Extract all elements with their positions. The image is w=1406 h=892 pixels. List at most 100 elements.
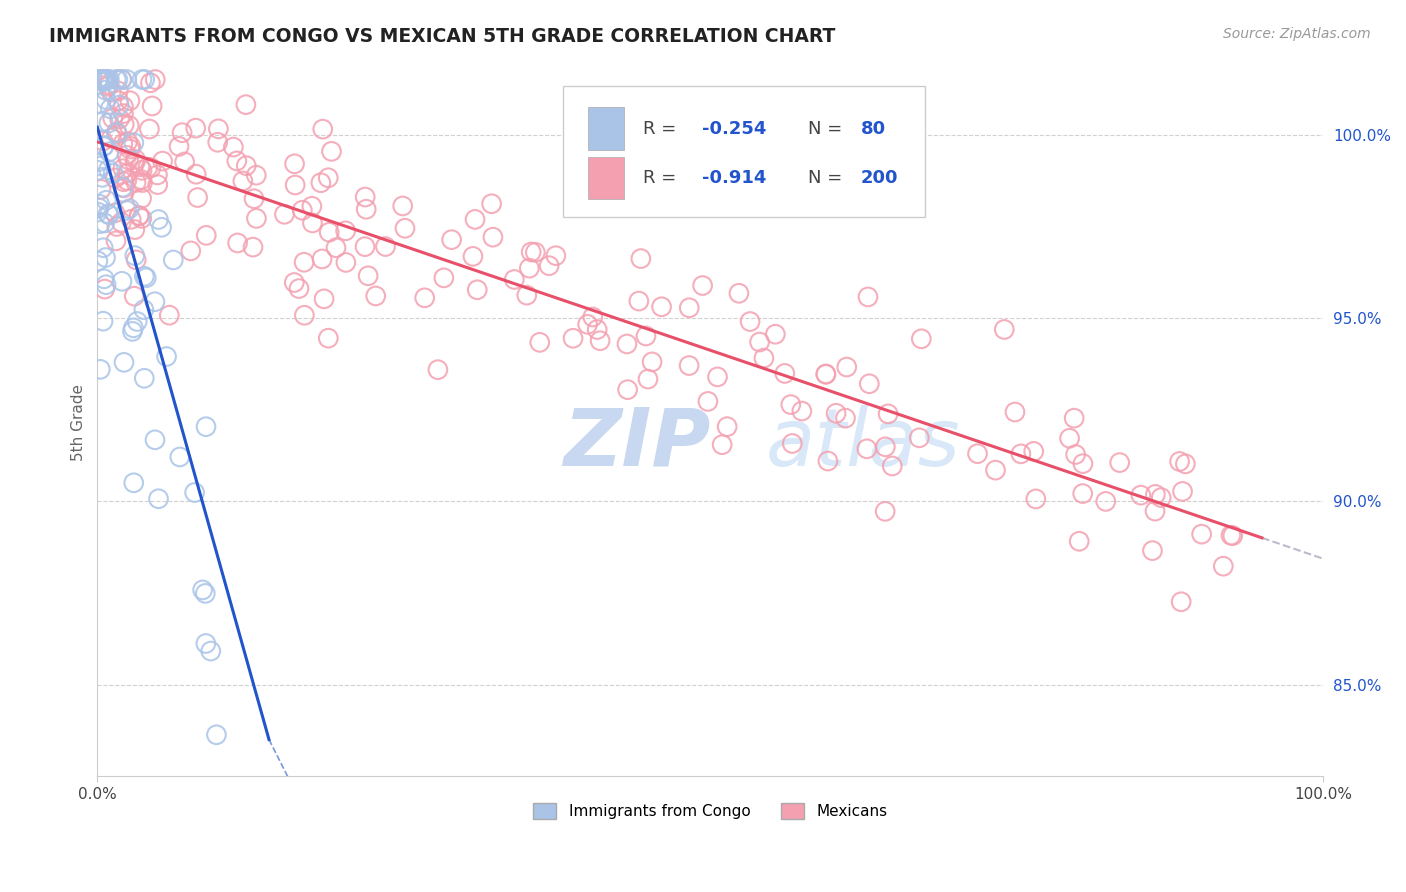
Point: [146, 168, 169, 182]
Point: [100, 85, 122, 99]
Point: [309, 176, 332, 190]
Point: [191, 582, 214, 597]
Point: [172, 126, 194, 140]
Point: [1129, 488, 1152, 502]
Point: [155, 350, 177, 364]
Point: [651, 300, 673, 314]
Text: R =: R =: [643, 169, 682, 187]
Point: [131, 72, 153, 87]
Point: [1094, 494, 1116, 508]
Point: [1004, 405, 1026, 419]
Point: [291, 203, 314, 218]
Point: [984, 463, 1007, 477]
Point: [157, 308, 180, 322]
Point: [139, 76, 162, 90]
Point: [562, 331, 585, 345]
Bar: [588, 107, 624, 150]
Point: [97, 207, 120, 221]
Point: [183, 485, 205, 500]
Point: [118, 202, 141, 216]
Point: [728, 286, 751, 301]
Point: [87, 254, 110, 268]
Point: [194, 636, 217, 650]
Point: [111, 72, 134, 87]
Point: [616, 337, 638, 351]
Point: [107, 94, 129, 108]
Point: [910, 332, 932, 346]
Point: [162, 252, 184, 267]
Point: [89, 362, 111, 376]
Text: N =: N =: [808, 169, 848, 187]
Point: [128, 209, 150, 223]
Point: [616, 383, 638, 397]
Point: [148, 491, 170, 506]
Point: [138, 122, 160, 136]
Point: [225, 153, 247, 168]
Point: [124, 222, 146, 236]
Point: [283, 276, 305, 290]
Point: [129, 160, 152, 174]
Point: [91, 134, 114, 148]
Point: [433, 270, 456, 285]
Y-axis label: 5th Grade: 5th Grade: [72, 384, 86, 461]
Point: [461, 249, 484, 263]
Point: [134, 72, 156, 87]
Point: [94, 72, 117, 87]
Point: [835, 359, 858, 374]
Point: [184, 121, 207, 136]
Point: [91, 72, 114, 87]
Point: [96, 193, 118, 207]
Point: [1010, 447, 1032, 461]
Point: [207, 136, 229, 150]
Point: [104, 234, 127, 248]
Point: [97, 79, 120, 94]
Point: [318, 331, 340, 345]
Point: [187, 190, 209, 204]
Point: [107, 84, 129, 98]
Point: [125, 176, 148, 190]
Point: [111, 136, 134, 151]
Point: [148, 212, 170, 227]
Point: [121, 324, 143, 338]
Point: [696, 394, 718, 409]
Point: [120, 212, 142, 227]
Point: [413, 291, 436, 305]
Point: [117, 166, 139, 180]
Point: [111, 180, 134, 194]
Point: [641, 355, 664, 369]
Point: [335, 224, 357, 238]
Point: [364, 289, 387, 303]
Point: [105, 219, 128, 234]
Point: [284, 157, 307, 171]
Point: [195, 228, 218, 243]
Point: [232, 174, 254, 188]
Point: [1143, 504, 1166, 518]
Point: [91, 170, 114, 185]
Point: [1150, 491, 1173, 505]
Point: [538, 259, 561, 273]
Point: [678, 301, 700, 315]
Point: [284, 178, 307, 192]
Point: [312, 122, 335, 136]
Point: [875, 440, 897, 454]
Point: [520, 245, 543, 260]
Point: [993, 322, 1015, 336]
Point: [1022, 444, 1045, 458]
Point: [143, 433, 166, 447]
Point: [112, 106, 135, 120]
Point: [481, 196, 503, 211]
Point: [316, 170, 339, 185]
Point: [354, 240, 377, 254]
Legend: Immigrants from Congo, Mexicans: Immigrants from Congo, Mexicans: [527, 797, 893, 825]
Point: [752, 351, 775, 365]
Text: 200: 200: [860, 169, 898, 187]
Point: [105, 72, 128, 87]
Point: [112, 181, 135, 195]
Point: [200, 644, 222, 658]
Point: [150, 220, 173, 235]
Point: [98, 102, 121, 116]
Point: [517, 261, 540, 276]
Point: [882, 458, 904, 473]
Point: [814, 368, 837, 382]
Point: [637, 372, 659, 386]
